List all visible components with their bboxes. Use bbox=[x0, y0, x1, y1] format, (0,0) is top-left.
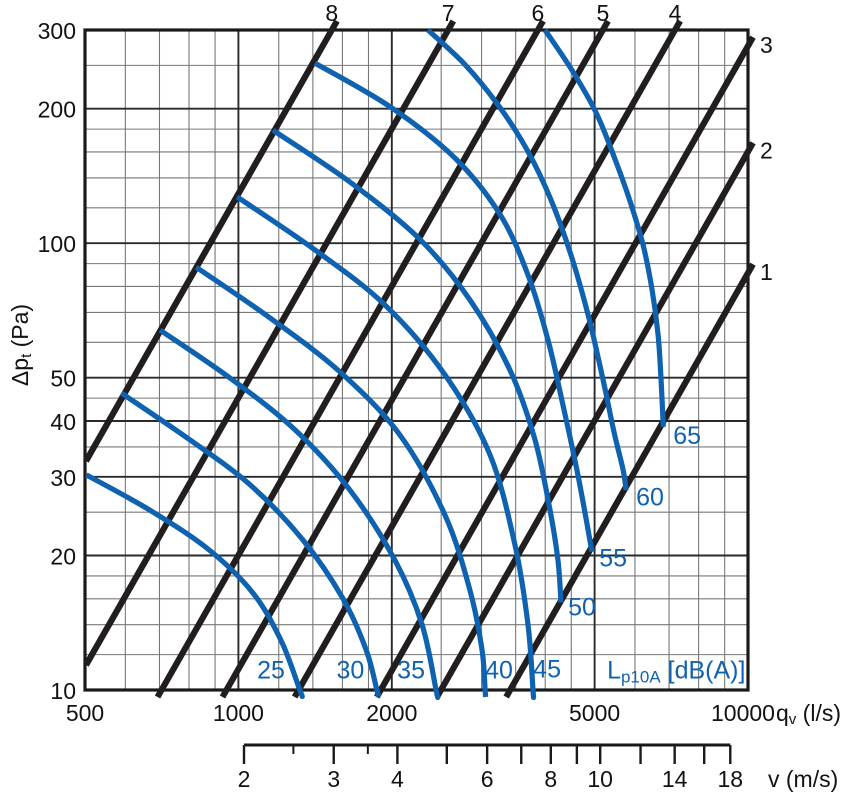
velocity-line-1 bbox=[503, 262, 756, 699]
noise-curves bbox=[85, 28, 666, 701]
ruler-label-3: 3 bbox=[327, 766, 340, 792]
noise-curve-label-65: 65 bbox=[673, 422, 701, 450]
noise-curve-label-45: 45 bbox=[533, 656, 561, 684]
ruler-labels: 2 3 4 6 8 10 14 18 v (m/s) bbox=[238, 766, 839, 792]
grid-minor bbox=[85, 30, 748, 690]
noise-curve-50 bbox=[271, 128, 564, 603]
x-tick-label-1000: 1000 bbox=[213, 700, 264, 726]
noise-curve-65 bbox=[542, 28, 666, 428]
noise-curve-55 bbox=[313, 60, 595, 553]
y-tick-label-200: 200 bbox=[38, 97, 76, 123]
noise-curve-60 bbox=[426, 28, 629, 491]
noise-curve-40 bbox=[194, 264, 489, 698]
ruler-label-8: 8 bbox=[544, 766, 557, 792]
y-tick-label-10: 10 bbox=[50, 678, 76, 704]
velocity-line-3 bbox=[374, 35, 756, 699]
noise-curve-label-55: 55 bbox=[599, 544, 627, 572]
x-tick-label-2000: 2000 bbox=[366, 700, 417, 726]
ruler-label-14: 14 bbox=[662, 766, 688, 792]
noise-level-legend: Lp10A [dB(A)] bbox=[607, 657, 745, 687]
grid-major bbox=[85, 30, 748, 690]
velocity-line-6 bbox=[154, 19, 546, 699]
x-tick-label-5000: 5000 bbox=[569, 700, 620, 726]
y-tick-label-20: 20 bbox=[50, 543, 76, 569]
y-tick-label-50: 50 bbox=[50, 366, 76, 392]
x-axis-title: qv (l/s) bbox=[776, 700, 841, 728]
noise-curve-label-60: 60 bbox=[636, 483, 664, 511]
plot-frame bbox=[83, 28, 750, 692]
velocity-label-8: 8 bbox=[325, 0, 338, 26]
y-axis-title: Δpt (Pa) bbox=[7, 304, 35, 386]
velocity-line-2 bbox=[434, 141, 756, 699]
velocity-ruler bbox=[242, 743, 732, 764]
y-tick-label-100: 100 bbox=[38, 231, 76, 257]
velocity-line-4 bbox=[291, 19, 683, 699]
ruler-label-18: 18 bbox=[717, 766, 743, 792]
velocity-label-4: 4 bbox=[669, 0, 682, 26]
noise-curve-25 bbox=[85, 472, 305, 700]
ruler-label-10: 10 bbox=[587, 766, 613, 792]
ruler-label-4: 4 bbox=[391, 766, 404, 792]
noise-curve-35 bbox=[158, 327, 441, 701]
velocity-label-5: 5 bbox=[596, 0, 609, 26]
noise-curve-30 bbox=[119, 390, 382, 698]
noise-curve-45 bbox=[235, 194, 537, 701]
noise-curve-label-50: 50 bbox=[568, 593, 596, 621]
velocity-label-6: 6 bbox=[532, 0, 545, 26]
noise-curve-label-40: 40 bbox=[485, 657, 513, 685]
velocity-label-2: 2 bbox=[760, 138, 773, 164]
velocity-lines bbox=[83, 19, 756, 699]
x-tick-label-500: 500 bbox=[66, 700, 104, 726]
velocity-line-8 bbox=[83, 19, 340, 463]
ruler-title: v (m/s) bbox=[768, 766, 838, 792]
ruler-label-6: 6 bbox=[481, 766, 494, 792]
velocity-label-1: 1 bbox=[760, 259, 773, 285]
y-tick-label-40: 40 bbox=[50, 409, 76, 435]
velocity-line-5 bbox=[219, 19, 611, 699]
ruler-label-2: 2 bbox=[238, 766, 251, 792]
velocity-label-7: 7 bbox=[442, 0, 455, 26]
noise-curve-label-30: 30 bbox=[337, 657, 365, 685]
x-tick-label-10000: 10000 bbox=[711, 700, 775, 726]
velocity-label-3: 3 bbox=[760, 32, 773, 58]
y-tick-label-300: 300 bbox=[38, 18, 76, 44]
velocity-line-labels: 8 7 6 5 4 3 2 1 bbox=[325, 0, 772, 285]
noise-curve-label-35: 35 bbox=[397, 657, 425, 685]
noise-curve-label-25: 25 bbox=[257, 657, 285, 685]
y-tick-label-30: 30 bbox=[50, 465, 76, 491]
velocity-line-7 bbox=[83, 19, 456, 667]
